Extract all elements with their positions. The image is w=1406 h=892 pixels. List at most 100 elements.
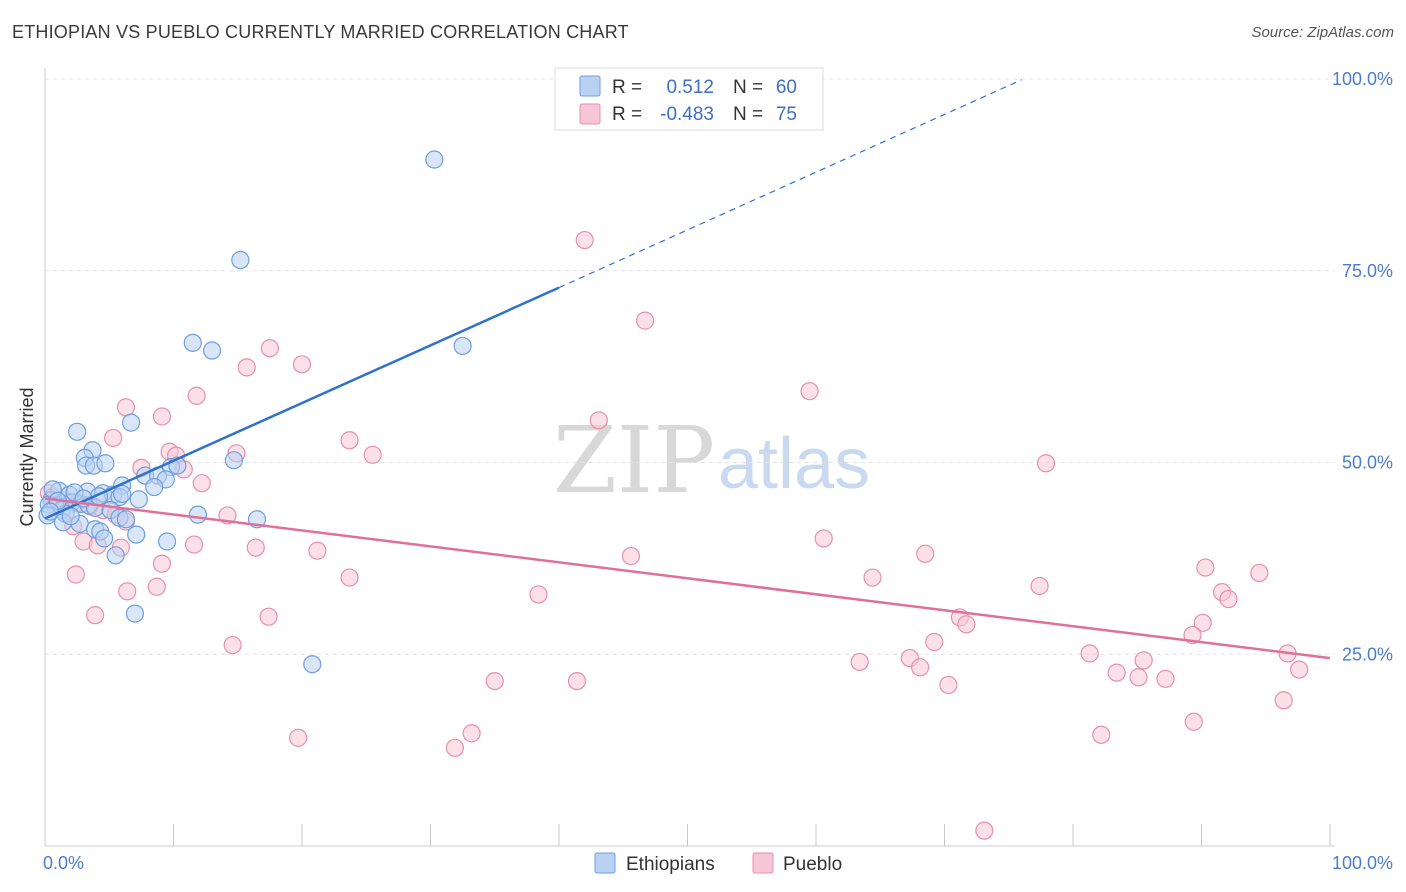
ethiopians-n-value: 60: [776, 77, 797, 98]
x-ticks: [44, 824, 1331, 846]
ethiopian-point-0: [425, 150, 444, 169]
pueblo-point-76: [445, 738, 465, 757]
pueblo-n-value: 75: [776, 104, 797, 125]
ethiopian-point-24: [129, 490, 148, 509]
pueblo-point-58: [1080, 644, 1099, 663]
pueblo-point-45: [529, 585, 548, 604]
pueblo-point-59: [1134, 651, 1153, 670]
ethiopian-points: [38, 150, 472, 674]
legend-pueblo-swatch: [752, 852, 774, 874]
pueblo-point-12: [363, 445, 382, 464]
pueblo-point-71: [1274, 691, 1293, 710]
series-legend: Ethiopians Pueblo: [594, 852, 842, 875]
legend-pueblo-label: Pueblo: [783, 854, 842, 875]
y-tick-label-25: 25.0%: [1342, 644, 1393, 664]
pueblo-point-75: [289, 728, 308, 747]
pueblo-point-5: [187, 386, 206, 405]
chart-title: ETHIOPIAN VS PUEBLO CURRENTLY MARRIED CO…: [12, 22, 629, 42]
stats-legend: R = 0.512 N = 60 R = -0.483 N = 75: [554, 67, 824, 131]
pueblo-point-66: [1129, 668, 1148, 687]
pueblo-point-37: [916, 544, 935, 563]
ethiopian-point-18: [145, 477, 164, 497]
ethiopian-point-46: [157, 532, 177, 551]
pueblo-point-57: [925, 632, 944, 652]
ethiopian-point-40: [116, 510, 136, 529]
ethiopian-point-6: [121, 413, 141, 432]
ethiopians-r-label: R =: [612, 77, 642, 98]
pueblo-point-72: [1184, 712, 1203, 731]
x-tick-label-min: 0.0%: [43, 853, 84, 873]
pueblo-point-35: [621, 546, 641, 566]
pueblo-r-value: -0.483: [660, 104, 714, 125]
ethiopian-point-1: [231, 250, 250, 270]
pueblo-point-64: [1290, 660, 1309, 679]
ethiopians-trend-line: [44, 286, 560, 520]
pueblo-point-78: [1036, 454, 1056, 473]
pueblo-point-39: [147, 577, 166, 596]
pueblo-point-53: [1250, 563, 1269, 583]
pueblo-point-36: [814, 529, 833, 548]
pueblo-point-56: [223, 635, 242, 655]
watermark-atlas: atlas: [718, 424, 870, 504]
pueblo-point-74: [462, 724, 481, 743]
pueblo-point-62: [910, 658, 930, 677]
pueblo-point-46: [86, 606, 105, 625]
pueblo-point-32: [184, 535, 204, 554]
pueblo-point-3: [237, 358, 256, 377]
ethiopian-point-47: [106, 546, 125, 565]
pueblo-trend-line: [44, 497, 1331, 660]
ethiopian-point-45: [127, 525, 146, 544]
pueblo-point-34: [308, 541, 327, 560]
ethiopian-point-51: [303, 655, 322, 674]
pueblo-point-52: [1219, 589, 1238, 609]
pueblo-point-4: [292, 355, 312, 374]
pueblo-point-77: [975, 821, 994, 840]
pueblo-point-18: [192, 474, 211, 493]
pueblo-point-2: [260, 339, 279, 358]
pueblo-point-11: [340, 431, 359, 450]
pueblo-point-47: [259, 607, 278, 626]
pueblo-point-0: [575, 230, 594, 250]
y-tick-label-75: 75.0%: [1342, 261, 1393, 281]
pueblo-point-7: [152, 407, 172, 426]
axes: [44, 68, 1335, 847]
ethiopians-r-value: 0.512: [666, 77, 714, 98]
ethiopian-point-11: [96, 454, 115, 473]
y-tick-labels: 25.0% 50.0% 75.0% 100.0%: [1332, 69, 1393, 664]
pueblo-point-41: [152, 554, 172, 573]
y-axis-label: Currently Married: [17, 387, 37, 526]
pueblo-point-40: [118, 582, 137, 601]
pueblo-point-49: [957, 615, 976, 634]
legend-ethiopians-label: Ethiopians: [626, 854, 715, 875]
pueblo-point-33: [246, 538, 265, 557]
pueblo-point-73: [1092, 725, 1111, 744]
pueblo-point-70: [939, 675, 958, 695]
pueblo-point-38: [66, 565, 85, 584]
pueblo-swatch: [579, 103, 601, 125]
trend-lines: [44, 79, 1331, 660]
ethiopian-point-2: [183, 333, 202, 352]
ethiopians-n-label: N =: [733, 77, 763, 98]
pueblo-n-label: N =: [733, 104, 763, 125]
pueblo-point-10: [104, 428, 123, 448]
pueblo-point-60: [850, 652, 869, 672]
legend-ethiopians-swatch: [594, 852, 616, 874]
pueblo-point-69: [567, 671, 587, 691]
source-credit: Source: ZipAtlas.com: [1251, 24, 1394, 41]
pueblo-point-6: [116, 398, 136, 417]
gridlines: [45, 78, 1335, 655]
ethiopians-trend-extension: [558, 79, 1022, 289]
pueblo-r-label: R =: [612, 104, 642, 125]
pueblo-point-1: [635, 311, 655, 330]
ethiopian-point-3: [202, 341, 222, 360]
pueblo-point-44: [1030, 576, 1049, 596]
pueblo-point-50: [1196, 558, 1215, 577]
y-tick-label-50: 50.0%: [1342, 453, 1393, 473]
pueblo-point-9: [800, 382, 819, 401]
ethiopian-point-49: [188, 505, 208, 524]
x-tick-label-max: 100.0%: [1332, 853, 1393, 873]
watermark-zip: ZIP: [553, 407, 715, 514]
pueblo-point-67: [1156, 669, 1175, 688]
pueblo-point-42: [340, 568, 359, 587]
